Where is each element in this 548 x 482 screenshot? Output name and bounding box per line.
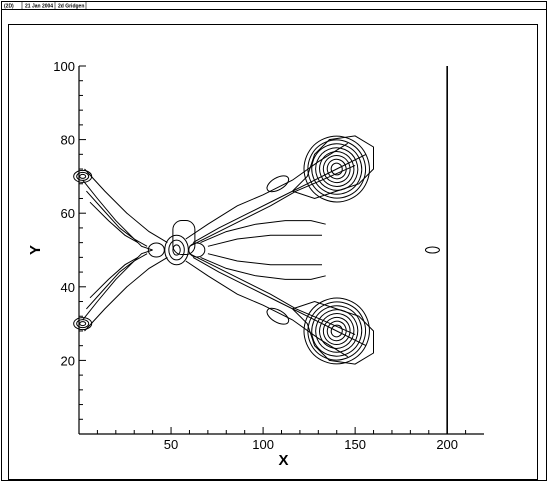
header-bar: (2D) 21 Jan 2004 2d Gridgen [1, 1, 547, 10]
contour-peak-level [330, 324, 343, 338]
contour-peak-level [311, 143, 363, 195]
contour-edge-level [79, 173, 87, 179]
contour-streak [207, 234, 322, 247]
contour-peak-level [315, 147, 359, 191]
contour-edge-level [76, 171, 90, 181]
contour-edge-level [73, 169, 93, 183]
contour-streak [200, 256, 326, 280]
contour-right-loop [424, 246, 440, 254]
header-title: 2d Gridgen [58, 4, 84, 10]
contour-streak [189, 253, 356, 336]
contour-peak-level [319, 151, 355, 187]
x-axis-label: X [278, 452, 288, 469]
contour-peak-level [326, 158, 347, 180]
contour-arm [82, 179, 153, 251]
contour-arm [89, 201, 139, 244]
contour-arm [86, 190, 148, 247]
contour-peak-level [303, 135, 370, 203]
contour-center-level [168, 239, 185, 261]
header-id: (2D) [4, 4, 14, 10]
contour-small-blob [266, 175, 290, 193]
contour-edge-level [73, 317, 93, 331]
contour-center-level [172, 244, 181, 256]
y-tick-label: 100 [53, 59, 75, 74]
contour-peak-level [322, 316, 351, 346]
contour-peak-level [319, 313, 355, 349]
contour-streak [185, 142, 349, 240]
contour-streak [192, 153, 367, 244]
contour-peak-level [326, 320, 347, 342]
contour-envelope [292, 135, 374, 200]
contour-arm [82, 249, 153, 321]
plot-area: 50 100 150 200 20 40 60 80 100 X Y [27, 59, 484, 469]
y-tick-label: 60 [61, 206, 75, 221]
contour-streak [192, 256, 367, 347]
contour-streak [207, 253, 322, 266]
contour-center-side [188, 242, 206, 258]
tick-labels: 50 100 150 200 20 40 60 80 100 [53, 59, 458, 452]
contour-arm [84, 256, 168, 332]
contour-peak-level [307, 139, 366, 199]
contour-envelope [292, 300, 374, 365]
contour-edge-level [79, 321, 87, 327]
contour-arm [84, 168, 168, 244]
contour-streak [185, 260, 349, 358]
header-date: 21 Jan 2004 [25, 4, 53, 10]
contour-small-blob [266, 307, 290, 325]
y-tick-label: 20 [61, 353, 75, 368]
x-tick-label: 150 [344, 437, 366, 452]
contour-peak-level [303, 297, 370, 365]
contour-center-box [172, 220, 196, 256]
contour-peak-level [315, 309, 359, 353]
contour-lines [73, 135, 440, 365]
contour-peak-level [322, 154, 351, 184]
axes [78, 65, 484, 435]
contour-peak-level [330, 162, 343, 176]
y-tick-label: 40 [61, 280, 75, 295]
contour-edge-level [76, 319, 90, 329]
x-tick-label: 50 [164, 437, 178, 452]
contour-peak-level [311, 305, 363, 357]
contour-streak [189, 164, 356, 247]
contour-center-side [147, 242, 165, 258]
contour-streak [200, 220, 326, 244]
x-tick-label: 200 [436, 437, 458, 452]
y-axis-label: Y [27, 245, 44, 255]
y-tick-label: 80 [61, 133, 75, 148]
contour-arm [89, 256, 139, 299]
content-border [8, 24, 538, 480]
contour-peak-level [307, 301, 366, 361]
contour-arm [86, 253, 148, 310]
x-tick-label: 100 [252, 437, 274, 452]
